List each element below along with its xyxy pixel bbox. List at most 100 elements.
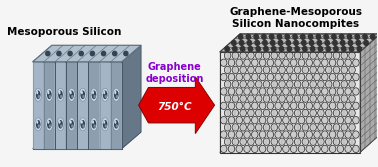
Polygon shape xyxy=(220,134,378,152)
Ellipse shape xyxy=(45,51,51,56)
Circle shape xyxy=(222,132,226,137)
Circle shape xyxy=(350,53,354,58)
Circle shape xyxy=(279,46,284,51)
Circle shape xyxy=(342,125,347,130)
Circle shape xyxy=(222,146,226,151)
Circle shape xyxy=(303,67,308,72)
Circle shape xyxy=(256,46,260,51)
Ellipse shape xyxy=(116,124,118,128)
Circle shape xyxy=(256,110,261,116)
Circle shape xyxy=(256,67,261,72)
Ellipse shape xyxy=(36,91,40,99)
Circle shape xyxy=(355,34,359,39)
Circle shape xyxy=(299,89,304,94)
Polygon shape xyxy=(139,77,215,134)
Circle shape xyxy=(253,132,257,137)
Circle shape xyxy=(272,110,277,116)
Circle shape xyxy=(256,125,261,130)
Circle shape xyxy=(272,53,277,58)
Ellipse shape xyxy=(46,118,53,131)
Ellipse shape xyxy=(36,120,40,129)
Circle shape xyxy=(319,139,323,144)
Circle shape xyxy=(285,34,290,39)
Text: Graphene-Mesoporous
Silicon Nanocompites: Graphene-Mesoporous Silicon Nanocompites xyxy=(229,7,363,29)
Circle shape xyxy=(295,139,300,144)
Ellipse shape xyxy=(68,118,75,131)
Circle shape xyxy=(222,118,226,123)
Text: Graphene
deposition: Graphene deposition xyxy=(146,62,204,84)
Circle shape xyxy=(350,67,354,72)
Ellipse shape xyxy=(58,120,63,129)
Circle shape xyxy=(322,118,327,123)
Ellipse shape xyxy=(71,95,74,98)
Circle shape xyxy=(350,125,354,130)
Ellipse shape xyxy=(69,120,74,129)
Circle shape xyxy=(241,82,245,87)
Circle shape xyxy=(222,89,226,94)
Circle shape xyxy=(342,96,347,101)
Circle shape xyxy=(272,96,277,101)
Circle shape xyxy=(280,67,284,72)
Circle shape xyxy=(246,34,251,39)
Circle shape xyxy=(239,34,243,39)
Circle shape xyxy=(346,103,350,108)
Ellipse shape xyxy=(60,124,62,128)
Circle shape xyxy=(338,89,343,94)
Circle shape xyxy=(276,118,280,123)
Polygon shape xyxy=(122,45,141,149)
Circle shape xyxy=(284,60,288,65)
Circle shape xyxy=(341,40,345,45)
Ellipse shape xyxy=(81,91,83,94)
Circle shape xyxy=(268,89,273,94)
Circle shape xyxy=(353,132,358,137)
Circle shape xyxy=(307,60,311,65)
Circle shape xyxy=(307,89,311,94)
Circle shape xyxy=(291,146,296,151)
Circle shape xyxy=(280,125,284,130)
Circle shape xyxy=(353,60,358,65)
Ellipse shape xyxy=(81,120,85,129)
Circle shape xyxy=(342,82,347,87)
Circle shape xyxy=(311,110,316,116)
Circle shape xyxy=(334,46,338,51)
Circle shape xyxy=(272,139,277,144)
Circle shape xyxy=(272,82,277,87)
Circle shape xyxy=(316,34,321,39)
Circle shape xyxy=(262,34,266,39)
Ellipse shape xyxy=(68,88,75,101)
Text: 750°C: 750°C xyxy=(158,102,192,112)
Circle shape xyxy=(284,74,288,80)
Circle shape xyxy=(350,139,354,144)
Circle shape xyxy=(347,34,352,39)
Ellipse shape xyxy=(105,95,107,98)
Ellipse shape xyxy=(112,51,118,56)
Circle shape xyxy=(247,40,252,45)
Ellipse shape xyxy=(47,120,50,124)
Circle shape xyxy=(364,40,368,45)
Circle shape xyxy=(225,139,230,144)
Circle shape xyxy=(239,40,244,45)
Circle shape xyxy=(256,96,261,101)
Circle shape xyxy=(270,34,274,39)
Circle shape xyxy=(295,67,300,72)
Circle shape xyxy=(264,96,269,101)
Circle shape xyxy=(241,67,245,72)
Circle shape xyxy=(276,89,280,94)
Polygon shape xyxy=(33,62,122,149)
Circle shape xyxy=(322,60,327,65)
Circle shape xyxy=(353,103,358,108)
Circle shape xyxy=(353,118,358,123)
Circle shape xyxy=(295,53,300,58)
Ellipse shape xyxy=(81,120,83,124)
Circle shape xyxy=(303,46,307,51)
Circle shape xyxy=(326,46,330,51)
Circle shape xyxy=(346,60,350,65)
Circle shape xyxy=(233,96,238,101)
Circle shape xyxy=(299,74,304,80)
Circle shape xyxy=(277,34,282,39)
Circle shape xyxy=(237,132,242,137)
Circle shape xyxy=(311,53,316,58)
Circle shape xyxy=(233,139,238,144)
Circle shape xyxy=(268,132,273,137)
Circle shape xyxy=(268,103,273,108)
